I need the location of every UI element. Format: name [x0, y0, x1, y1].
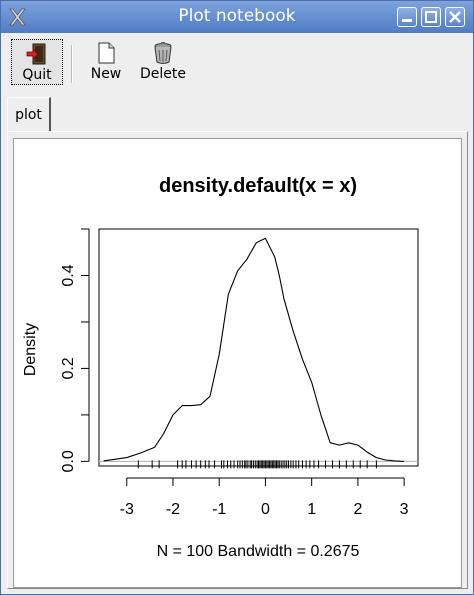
- tab-plot-label: plot: [15, 107, 42, 123]
- close-button[interactable]: [445, 7, 465, 27]
- delete-label: Delete: [140, 66, 186, 82]
- x-tick-label: -1: [212, 501, 226, 518]
- x-tick-label: 2: [353, 501, 362, 518]
- new-label: New: [90, 66, 122, 82]
- title-bar[interactable]: Plot notebook: [1, 1, 473, 33]
- y-axis-label: Density: [22, 323, 39, 376]
- window-title: Plot notebook: [178, 6, 296, 26]
- delete-button[interactable]: Delete: [135, 39, 191, 85]
- chart-title: density.default(x = x): [159, 175, 357, 197]
- maximize-icon: [425, 11, 437, 23]
- notebook-tabs: plot: [7, 97, 469, 131]
- x-app-icon: [7, 7, 27, 27]
- minimize-button[interactable]: [397, 7, 417, 27]
- maximize-button[interactable]: [421, 7, 441, 27]
- y-tick-label: 0.2: [60, 357, 77, 379]
- plot-frame: [98, 228, 419, 467]
- new-document-icon: [98, 42, 115, 64]
- plot-canvas: density.default(x = x) N = 100 Bandwidth…: [13, 138, 462, 588]
- tab-plot[interactable]: plot: [7, 97, 51, 131]
- quit-button[interactable]: Quit: [11, 39, 63, 85]
- y-tick-label: 0.4: [60, 264, 77, 286]
- density-curve: [103, 237, 405, 462]
- x-tick-label: 1: [307, 501, 316, 518]
- new-button[interactable]: New: [83, 39, 129, 85]
- x-axis-label: N = 100 Bandwidth = 0.2675: [157, 543, 360, 560]
- toolbar: Quit New Delete: [1, 33, 473, 89]
- minimize-icon: [402, 19, 412, 22]
- x-tick-label: 0: [261, 501, 270, 518]
- x-tick-label: -2: [166, 501, 180, 518]
- x-tick-label: 3: [400, 501, 409, 518]
- quit-label: Quit: [22, 67, 52, 83]
- close-icon: [449, 11, 461, 23]
- exit-door-icon: [26, 43, 46, 65]
- toolbar-separator: [71, 45, 73, 83]
- trash-can-icon: [154, 42, 172, 64]
- y-tick-label: 0.0: [60, 450, 77, 472]
- x-tick-label: -3: [120, 501, 134, 518]
